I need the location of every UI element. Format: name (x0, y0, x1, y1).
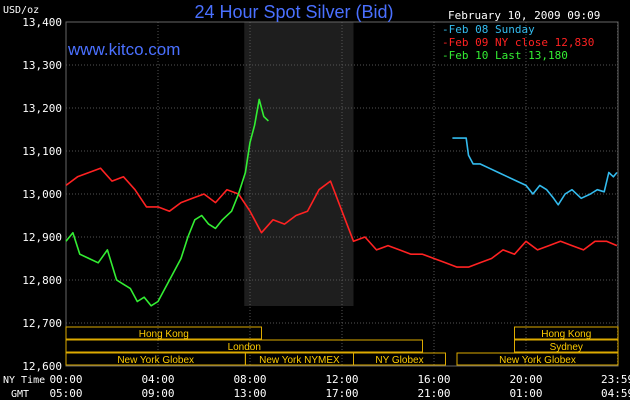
y-tick-label: 12,800 (22, 274, 62, 287)
session-label: New York Globex (117, 355, 194, 366)
y-tick-label: 12,600 (22, 360, 62, 373)
session-label: New York Globex (499, 355, 576, 366)
y-axis-label: USD/oz (3, 5, 39, 16)
ny-time-label: NY Time (3, 375, 45, 386)
ny-time-tick-label: 23:59 (601, 373, 630, 386)
legend-entry: -Feb 10 Last 13,180 (442, 49, 568, 62)
ny-time-tick-label: 00:00 (49, 373, 82, 386)
chart-title: 24 Hour Spot Silver (Bid) (194, 2, 393, 22)
series-lines (65, 98, 618, 307)
nymex-shaded-region (244, 22, 354, 306)
legend-entry: -Feb 09 NY close 12,830 (442, 36, 594, 49)
session-label: Hong Kong (139, 329, 189, 340)
gmt-tick-label: 09:00 (141, 387, 174, 400)
gmt-tick-label: 13:00 (233, 387, 266, 400)
plot-frame (65, 21, 619, 367)
y-tick-label: 13,200 (22, 102, 62, 115)
ny-time-tick-label: 16:00 (417, 373, 450, 386)
ny-time-tick-label: 12:00 (325, 373, 358, 386)
session-label: NY Globex (375, 355, 423, 366)
y-tick-label: 13,100 (22, 145, 62, 158)
timestamp: February 10, 2009 09:09 (448, 9, 600, 22)
ny-time-tick-label: 04:00 (141, 373, 174, 386)
y-tick-labels: 12,600 12,700 12,800 12,900 13,000 13,100 13,2… (22, 16, 62, 373)
x-tick-labels: 00:00 04:00 08:00 12:00 16:00 20:00 23:59 05:00… (49, 373, 630, 400)
gmt-tick-label: 04:59 (601, 387, 630, 400)
market-sessions: Hong Kong Hong Kong London Sydney New York G… (65, 326, 619, 366)
series-line (65, 167, 618, 268)
legend-entry: -Feb 08 Sunday (442, 23, 535, 36)
y-tick-label: 13,400 (22, 16, 62, 29)
session-bar (353, 352, 446, 366)
session-bar (514, 326, 619, 340)
watermark: www.kitco.com (67, 40, 180, 59)
y-tick-label: 13,300 (22, 59, 62, 72)
series-line (452, 137, 618, 206)
y-tick-label: 13,000 (22, 188, 62, 201)
ny-time-tick-label: 08:00 (233, 373, 266, 386)
gmt-label: GMT (11, 389, 29, 400)
session-bar (65, 326, 262, 340)
gmt-tick-label: 21:00 (417, 387, 450, 400)
session-label: London (228, 342, 261, 353)
session-bar (514, 339, 619, 353)
gmt-tick-label: 05:00 (49, 387, 82, 400)
session-bar (456, 352, 619, 366)
y-tick-label: 12,900 (22, 231, 62, 244)
y-tick-label: 12,700 (22, 317, 62, 330)
session-bar (65, 339, 423, 353)
gmt-tick-label: 17:00 (325, 387, 358, 400)
session-label: Hong Kong (541, 329, 591, 340)
legend: -Feb 08 Sunday-Feb 09 NY close 12,830-Fe… (442, 23, 594, 62)
series-line (65, 98, 269, 307)
ny-time-tick-label: 20:00 (509, 373, 542, 386)
session-label: Sydney (550, 342, 583, 353)
session-label: New York NYMEX (259, 355, 340, 366)
gmt-tick-label: 01:00 (509, 387, 542, 400)
